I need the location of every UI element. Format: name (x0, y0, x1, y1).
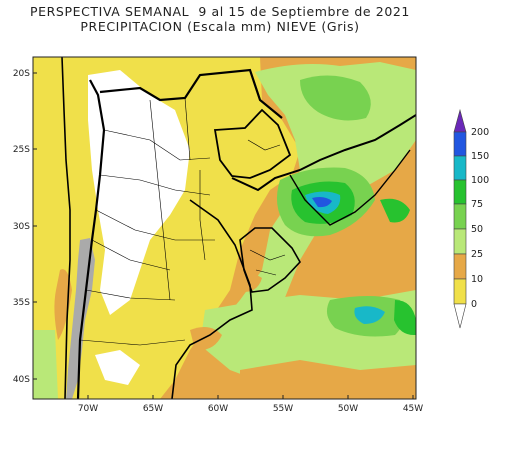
colorbar-label-100: 100 (471, 175, 489, 186)
precip-75-100-coast (380, 198, 410, 223)
colorbar-label-150: 150 (471, 151, 489, 162)
precip-10-25-chile (54, 269, 72, 340)
precipitation-field (33, 57, 416, 399)
longitude-axis: 70W 65W 60W 55W 50W 45W (78, 395, 423, 414)
colorbar-label-75: 75 (471, 199, 483, 210)
colorbar-10-25 (453, 253, 467, 280)
lon-label-70w: 70W (78, 404, 98, 414)
precip-150-200-core (312, 197, 332, 208)
colorbar-top-arrow (453, 108, 467, 133)
provincial-borders (79, 97, 286, 346)
precip-10-25-south (240, 360, 416, 399)
colorbar: 0 10 25 50 75 100 150 200 (453, 108, 489, 329)
lon-label-55w: 55W (273, 404, 293, 414)
colorbar-label-50: 50 (471, 224, 483, 235)
lon-label-60w: 60W (208, 404, 228, 414)
colorbar-150-200 (453, 131, 467, 157)
border-paraguay (213, 108, 292, 179)
lon-label-45w: 45W (403, 404, 423, 414)
precip-10-25-patch (240, 274, 262, 292)
lat-label-25s: 25S (13, 145, 30, 155)
colorbar-label-0: 0 (471, 299, 477, 310)
colorbar-100-150 (453, 155, 467, 181)
no-precip-area (88, 70, 190, 315)
colorbar-label-10: 10 (471, 274, 483, 285)
colorbar-75-100 (453, 179, 467, 205)
lon-label-50w: 50W (338, 404, 358, 414)
map-frame (32, 56, 417, 400)
map-title-line1: PERSPECTIVA SEMANAL 9 al 15 de Septiembr… (30, 4, 410, 19)
colorbar-label-200: 200 (471, 127, 489, 138)
border-bolivia (99, 68, 283, 119)
lon-label-65w: 65W (143, 404, 163, 414)
precip-25-50-chile (33, 330, 58, 399)
latitude-axis: 20S 25S 30S 35S 40S (13, 69, 37, 385)
no-precip-south (95, 350, 140, 385)
lat-label-40s: 40S (13, 375, 30, 385)
colorbar-25-50 (453, 228, 467, 255)
precip-100-150-ocean (354, 306, 385, 324)
colorbar-label-25: 25 (471, 249, 483, 260)
lat-label-35s: 35S (13, 298, 30, 308)
lat-label-30s: 30S (13, 222, 30, 232)
colorbar-bottom-arrow (453, 303, 467, 329)
coastline-brazil (289, 149, 411, 226)
colorbar-50-75 (453, 203, 467, 230)
coastline-pacific (61, 57, 71, 399)
lat-label-20s: 20S (13, 69, 30, 79)
precip-75-100-edge (394, 300, 416, 336)
map-title-line2: PRECIPITACION (Escala mm) NIEVE (Gris) (80, 19, 360, 34)
coastline-atlantic (171, 199, 253, 399)
colorbar-0-10 (453, 278, 467, 305)
borders (61, 57, 416, 399)
precip-50-75-north (300, 75, 371, 121)
border-brazil-south (231, 114, 416, 192)
